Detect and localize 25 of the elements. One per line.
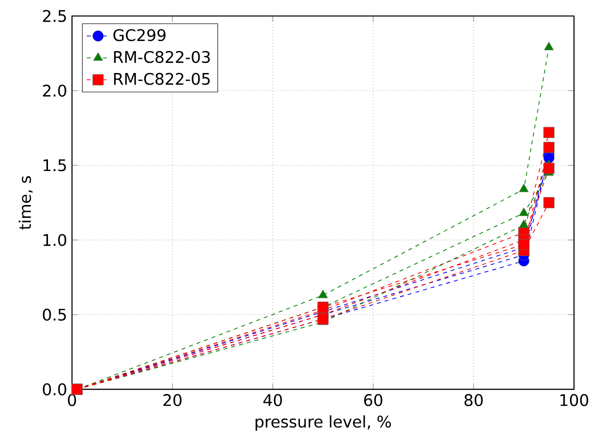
x-tick-label: 20 [163,394,182,406]
point [543,152,554,164]
y-tick-label: 2.5 [43,10,66,22]
x-tick-label: 80 [464,394,483,406]
x-tick-label: 100 [560,394,588,406]
point [543,197,554,208]
y-tick-label: 1.5 [44,159,66,172]
x-tick-label: 60 [364,394,382,406]
point [518,220,529,228]
y-axis-title: time, s [18,176,33,230]
point [318,290,328,298]
point [518,238,530,250]
y-tick-label: 0.0 [42,383,66,396]
point [543,126,554,138]
x-tick-label: 40 [263,394,282,406]
legend-label: RM-C822-03 [114,50,210,64]
y-tick-label: 1.0 [44,234,66,246]
x-axis-title: pressure level, % [256,415,391,431]
legend-label: GC299 [113,29,166,42]
point [317,302,329,313]
point [518,184,529,192]
point [544,42,554,50]
y-tick-label: 2.0 [43,84,66,97]
y-tick-label: 0.5 [42,308,66,321]
legend-label: RM-C822-05 [114,72,210,85]
